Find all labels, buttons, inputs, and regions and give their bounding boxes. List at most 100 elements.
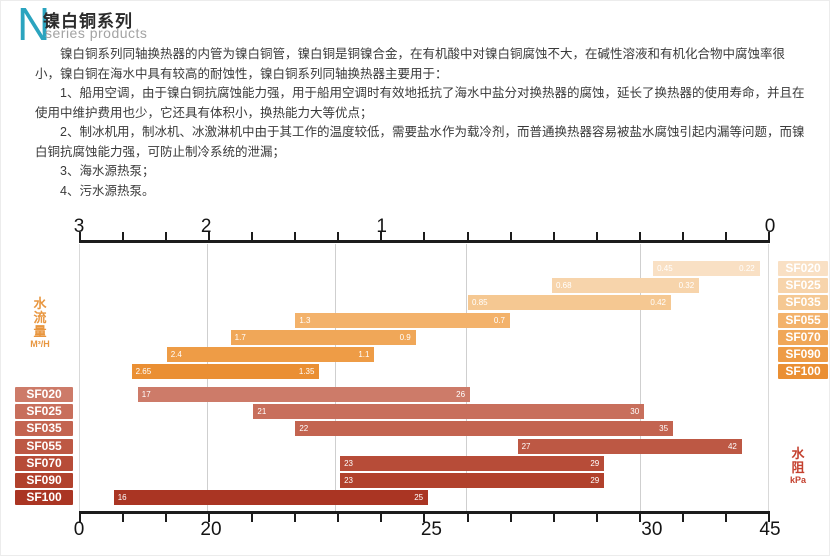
bar-value-end: 0.9 <box>399 333 411 342</box>
resistance-bar-SF100: 16 25 <box>113 490 429 505</box>
page-title: 镍白铜系列 <box>43 12 133 31</box>
bar-value-end: 0.7 <box>493 316 505 325</box>
bottom-axis-tick <box>767 514 770 522</box>
bottom-axis-tick <box>466 514 469 522</box>
intro-paragraph: 镍白铜系列同轴换热器的内管为镍白铜管，镍白铜是铜镍合金，在有机酸中对镍白铜腐蚀不… <box>35 47 786 81</box>
bottom-axis-tick <box>509 514 512 522</box>
top-axis-labels: 3 2 1 0 <box>74 216 776 238</box>
top-axis-tick <box>294 232 297 240</box>
bottom-axis-tick <box>165 514 168 522</box>
bar-value-start: 0.85 <box>472 298 488 307</box>
top-axis-tick <box>122 232 125 240</box>
top-axis-tick-label: 1 <box>376 216 387 237</box>
page-subtitle: series products <box>45 25 148 41</box>
resistance-bar-SF055: 27 42 <box>517 439 742 454</box>
top-axis-tick <box>552 232 555 240</box>
bottom-axis-tick <box>79 514 81 522</box>
top-axis-tick <box>681 232 684 240</box>
model-badge-SF020: SF020 <box>778 261 828 276</box>
model-badge-SF100: SF100 <box>15 490 73 505</box>
model-badge-SF025: SF025 <box>778 278 828 293</box>
flow-bar-SF025: 0.68 0.32 <box>551 278 700 293</box>
bottom-axis-tick <box>294 514 297 522</box>
bar-value-end: 42 <box>727 442 737 451</box>
model-badge-SF025: SF025 <box>15 404 73 419</box>
top-axis-tick <box>595 232 598 240</box>
flow-axis-title-cn: 水流量 <box>33 296 47 339</box>
top-axis-tick-label: 3 <box>73 216 85 237</box>
bar-value-start: 0.45 <box>657 264 673 273</box>
list-item-3: 3、海水源热泵； <box>60 164 155 178</box>
flow-axis-title-unit: M³/H <box>30 339 50 349</box>
model-badge-SF055: SF055 <box>15 439 73 454</box>
flow-bar-SF035: 0.85 0.42 <box>468 295 671 310</box>
top-axis-tick-label: 2 <box>200 216 212 237</box>
bottom-axis-tick <box>595 514 598 522</box>
top-axis-tick <box>251 232 254 240</box>
top-axis-tick <box>466 232 469 240</box>
grid-line <box>465 244 467 513</box>
bar-value-end: 0.32 <box>678 281 695 290</box>
bar-value-end: 1.35 <box>298 367 315 376</box>
bar-value-start: 21 <box>257 407 267 416</box>
resistance-bar-SF070: 23 29 <box>340 456 605 471</box>
list-item-2: 2、制冰机用，制冰机、冰激淋机中由于其工作的温度较低，需要盐水作为载冷剂，而普通… <box>35 125 805 159</box>
list-item-1: 1、船用空调，由于镍白铜抗腐蚀能力强，用于船用空调时有效地抵抗了海水中盐分对换热… <box>35 86 805 120</box>
top-axis-line <box>79 232 770 243</box>
model-badge-SF070: SF070 <box>778 330 828 345</box>
bottom-axis-tick <box>552 514 555 522</box>
bar-value-start: 16 <box>117 493 127 502</box>
top-axis-tick-label: 0 <box>764 216 776 237</box>
bar-value-start: 1.3 <box>299 316 311 325</box>
bar-value-start: 23 <box>344 476 353 485</box>
body-text: 镍白铜系列同轴换热器的内管为镍白铜管，镍白铜是铜镍合金，在有机酸中对镍白铜腐蚀不… <box>35 45 807 201</box>
bar-value-end: 29 <box>590 459 600 468</box>
bottom-axis-tick <box>681 514 684 522</box>
model-badge-SF035: SF035 <box>15 421 73 436</box>
model-badge-SF035: SF035 <box>778 295 828 310</box>
bar-value-end: 26 <box>456 390 466 399</box>
top-axis-tick <box>638 232 641 240</box>
top-axis-tick <box>509 232 512 240</box>
bottom-axis-labels: 0 20 25 30 45 <box>74 519 781 541</box>
bottom-axis-line <box>79 511 770 522</box>
flow-axis-title: 水流量 M³/H <box>23 297 57 350</box>
top-axis-tick <box>208 232 211 240</box>
bottom-axis-tick <box>380 514 383 522</box>
bar-value-start: 2.65 <box>135 367 152 376</box>
bottom-axis-tick <box>337 514 340 522</box>
bar-value-end: 25 <box>414 493 424 502</box>
bottom-axis-tick-label: 45 <box>759 519 781 540</box>
flow-bar-SF055: 1.3 0.7 <box>295 313 510 328</box>
resistance-bar-SF025: 21 30 <box>253 404 645 419</box>
bottom-axis-tick-label: 30 <box>641 519 663 540</box>
resistance-bar-SF020: 17 26 <box>137 387 471 402</box>
bar-value-end: 29 <box>590 476 600 485</box>
resistance-axis-title: 水阻 kPa <box>781 447 815 486</box>
bar-value-start: 23 <box>344 459 353 468</box>
model-badge-SF070: SF070 <box>15 456 73 471</box>
top-axis-tick <box>380 232 383 240</box>
bottom-axis-tick-label: 0 <box>73 519 85 540</box>
bottom-axis-tick <box>423 514 426 522</box>
top-axis-tick <box>79 232 81 240</box>
model-badge-SF055: SF055 <box>778 313 828 328</box>
bar-value-end: 35 <box>659 424 669 433</box>
bar-value-end: 0.22 <box>739 264 755 273</box>
chart-plot-area: 0.45 0.22 0.68 0.32 0.85 0.42 1.3 0.7 1.7 0.9 2.4 1… <box>79 244 769 513</box>
bar-value-end: 30 <box>630 407 640 416</box>
bar-value-start: 1.7 <box>234 333 246 342</box>
bottom-axis-tick <box>208 514 211 522</box>
resistance-axis-title-cn: 水阻 <box>791 446 805 475</box>
bar-value-start: 0.68 <box>555 281 572 290</box>
grid-line <box>640 244 642 513</box>
model-badge-SF100: SF100 <box>778 364 828 379</box>
resistance-bar-SF090: 23 29 <box>340 473 605 488</box>
model-badge-SF090: SF090 <box>15 473 73 488</box>
flow-bar-SF100: 2.65 1.35 <box>131 364 320 379</box>
bar-value-end: 1.1 <box>358 350 370 359</box>
top-axis-tick <box>767 232 770 240</box>
bottom-axis-tick <box>251 514 254 522</box>
bar-value-start: 17 <box>141 390 151 399</box>
